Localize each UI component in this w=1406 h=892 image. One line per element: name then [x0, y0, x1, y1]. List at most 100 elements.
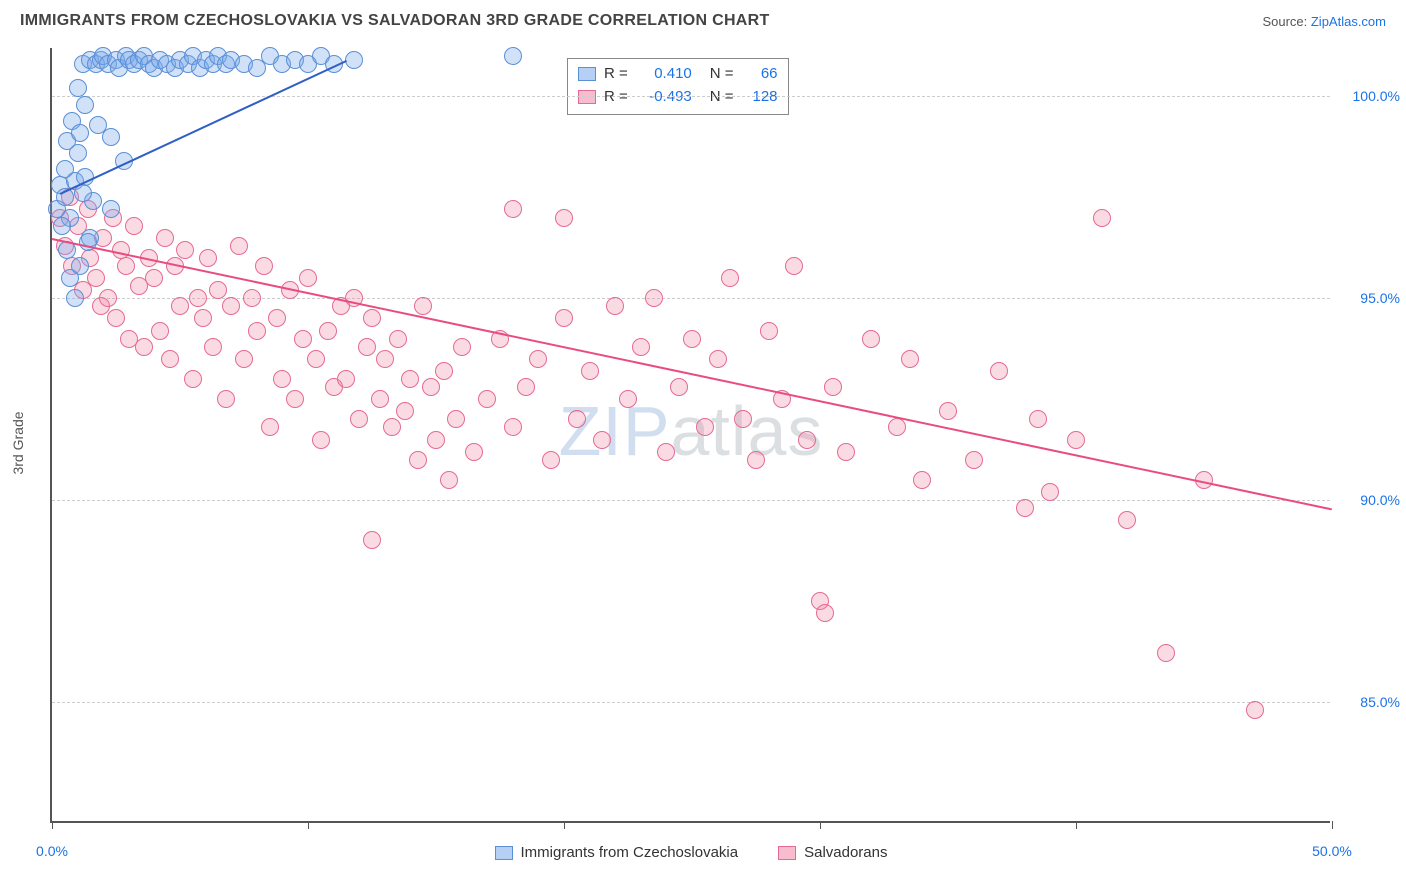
- data-point: [709, 350, 727, 368]
- data-point: [209, 281, 227, 299]
- data-point: [568, 410, 586, 428]
- data-point: [189, 289, 207, 307]
- r-label: R =: [604, 63, 628, 86]
- data-point: [230, 237, 248, 255]
- data-point: [358, 338, 376, 356]
- swatch-blue: [578, 67, 596, 81]
- data-point: [204, 338, 222, 356]
- data-point: [389, 330, 407, 348]
- data-point: [401, 370, 419, 388]
- data-point: [161, 350, 179, 368]
- data-point: [222, 297, 240, 315]
- data-point: [824, 378, 842, 396]
- data-point: [371, 390, 389, 408]
- source-link[interactable]: ZipAtlas.com: [1311, 14, 1386, 29]
- data-point: [453, 338, 471, 356]
- data-point: [529, 350, 547, 368]
- data-point: [555, 309, 573, 327]
- n-label: N =: [710, 63, 734, 86]
- y-tick-label: 100.0%: [1353, 88, 1400, 104]
- data-point: [435, 362, 453, 380]
- data-point: [593, 431, 611, 449]
- data-point: [102, 200, 120, 218]
- data-point: [555, 209, 573, 227]
- data-point: [862, 330, 880, 348]
- data-point: [427, 431, 445, 449]
- data-point: [176, 241, 194, 259]
- data-point: [307, 350, 325, 368]
- data-point: [913, 471, 931, 489]
- data-point: [363, 531, 381, 549]
- data-point: [517, 378, 535, 396]
- data-point: [66, 289, 84, 307]
- data-point: [1041, 483, 1059, 501]
- data-point: [102, 128, 120, 146]
- data-point: [606, 297, 624, 315]
- chart-area: 3rd Grade ZIPatlas R = 0.410 N = 66 R = …: [0, 38, 1406, 848]
- data-point: [504, 418, 522, 436]
- data-point: [696, 418, 714, 436]
- data-point: [376, 350, 394, 368]
- series-legend: Immigrants from Czechoslovakia Salvadora…: [52, 844, 1330, 861]
- data-point: [683, 330, 701, 348]
- y-axis-label: 3rd Grade: [10, 411, 26, 474]
- data-point: [337, 370, 355, 388]
- data-point: [440, 471, 458, 489]
- data-point: [61, 269, 79, 287]
- data-point: [268, 309, 286, 327]
- data-point: [414, 297, 432, 315]
- data-point: [965, 451, 983, 469]
- chart-source: Source: ZipAtlas.com: [1262, 14, 1386, 29]
- data-point: [1118, 511, 1136, 529]
- data-point: [447, 410, 465, 428]
- data-point: [888, 418, 906, 436]
- data-point: [721, 269, 739, 287]
- data-point: [542, 451, 560, 469]
- data-point: [107, 309, 125, 327]
- data-point: [345, 51, 363, 69]
- data-point: [76, 96, 94, 114]
- data-point: [319, 322, 337, 340]
- data-point: [135, 338, 153, 356]
- data-point: [645, 289, 663, 307]
- data-point: [478, 390, 496, 408]
- data-point: [151, 322, 169, 340]
- data-point: [939, 402, 957, 420]
- data-point: [504, 200, 522, 218]
- x-tick: [1332, 821, 1333, 829]
- data-point: [1067, 431, 1085, 449]
- data-point: [53, 217, 71, 235]
- data-point: [350, 410, 368, 428]
- data-point: [312, 431, 330, 449]
- x-tick-label: 50.0%: [1312, 843, 1352, 859]
- data-point: [581, 362, 599, 380]
- plot-region: ZIPatlas R = 0.410 N = 66 R = -0.493 N =…: [50, 48, 1330, 823]
- data-point: [1157, 644, 1175, 662]
- data-point: [156, 229, 174, 247]
- swatch-pink: [778, 846, 796, 860]
- data-point: [273, 370, 291, 388]
- data-point: [1246, 701, 1264, 719]
- data-point: [409, 451, 427, 469]
- data-point: [125, 217, 143, 235]
- data-point: [422, 378, 440, 396]
- legend-item-blue: Immigrants from Czechoslovakia: [495, 844, 739, 861]
- chart-header: IMMIGRANTS FROM CZECHOSLOVAKIA VS SALVAD…: [0, 0, 1406, 38]
- legend-label-pink: Salvadorans: [804, 844, 887, 861]
- data-point: [299, 269, 317, 287]
- x-tick: [1076, 821, 1077, 829]
- n-value-blue: 66: [742, 63, 778, 86]
- y-tick-label: 95.0%: [1360, 290, 1400, 306]
- x-tick: [308, 821, 309, 829]
- gridline: [52, 702, 1330, 703]
- data-point: [619, 390, 637, 408]
- trend-line: [52, 238, 1332, 510]
- data-point: [248, 322, 266, 340]
- data-point: [1016, 499, 1034, 517]
- x-tick: [820, 821, 821, 829]
- data-point: [734, 410, 752, 428]
- data-point: [184, 370, 202, 388]
- swatch-blue: [495, 846, 513, 860]
- data-point: [87, 269, 105, 287]
- x-tick: [52, 821, 53, 829]
